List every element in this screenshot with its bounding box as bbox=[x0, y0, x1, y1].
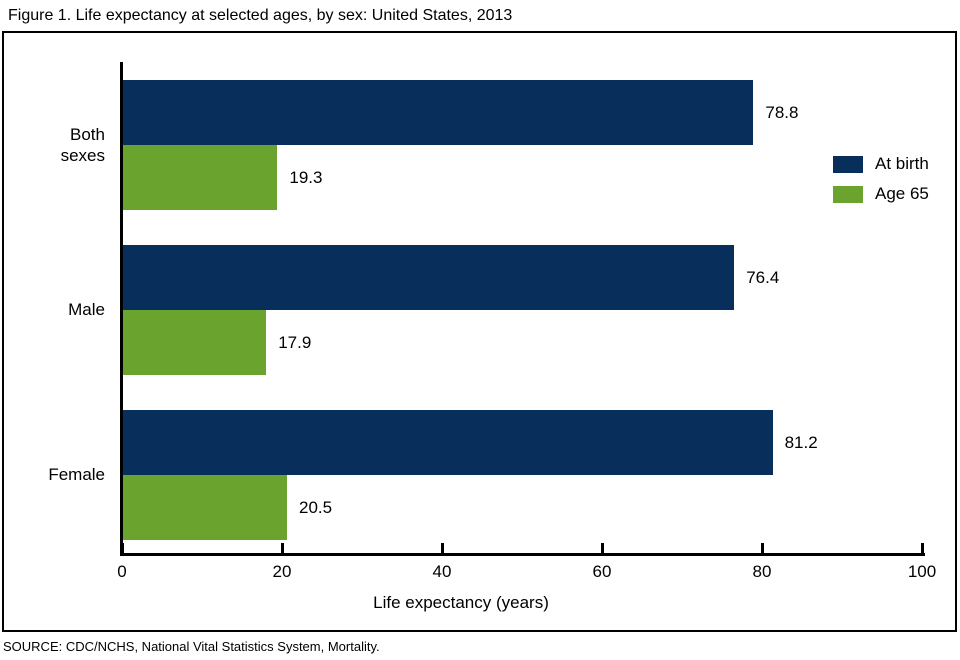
legend-label-at-birth: At birth bbox=[875, 154, 929, 173]
legend-entry-age-65: Age 65 bbox=[833, 179, 929, 209]
legend-entry-at-birth: At birth bbox=[833, 149, 929, 179]
x-axis-title: Life expectancy (years) bbox=[373, 593, 549, 612]
value-label: 78.8 bbox=[765, 103, 799, 122]
x-tick-mark bbox=[761, 543, 764, 554]
category-label: Both sexes bbox=[60, 124, 105, 165]
legend-swatch-age-65-icon bbox=[833, 185, 863, 203]
source-note: SOURCE: CDC/NCHS, National Vital Statist… bbox=[3, 639, 380, 654]
x-tick-label: 60 bbox=[592, 562, 612, 581]
x-tick-mark bbox=[121, 543, 124, 554]
y-axis-line bbox=[120, 62, 123, 556]
x-tick-label: 0 bbox=[117, 562, 127, 581]
legend-label-age-65: Age 65 bbox=[875, 184, 929, 203]
bar bbox=[123, 475, 287, 540]
value-label: 20.5 bbox=[299, 498, 333, 517]
figure-title: Figure 1. Life expectancy at selected ag… bbox=[8, 7, 513, 24]
x-tick-label: 80 bbox=[752, 562, 772, 581]
bar bbox=[123, 245, 735, 310]
value-label: 76.4 bbox=[746, 268, 780, 287]
category-label: Female bbox=[48, 465, 105, 485]
value-label: 81.2 bbox=[784, 433, 818, 452]
value-label: 17.9 bbox=[278, 333, 312, 352]
legend-swatch-at-birth-icon bbox=[833, 155, 863, 173]
value-label: 19.3 bbox=[289, 168, 323, 187]
x-tick-label: 40 bbox=[432, 562, 452, 581]
category-label: Male bbox=[68, 300, 105, 320]
bar bbox=[123, 145, 278, 210]
x-axis-line bbox=[120, 553, 925, 556]
x-tick-mark bbox=[921, 543, 924, 554]
bar bbox=[123, 80, 754, 145]
bar bbox=[123, 310, 267, 375]
legend: At birth Age 65 bbox=[833, 149, 929, 209]
x-tick-label: 20 bbox=[272, 562, 292, 581]
x-tick-mark bbox=[601, 543, 604, 554]
x-tick-label: 100 bbox=[907, 562, 937, 581]
bar bbox=[123, 410, 773, 475]
x-tick-mark bbox=[441, 543, 444, 554]
x-tick-mark bbox=[281, 543, 284, 554]
